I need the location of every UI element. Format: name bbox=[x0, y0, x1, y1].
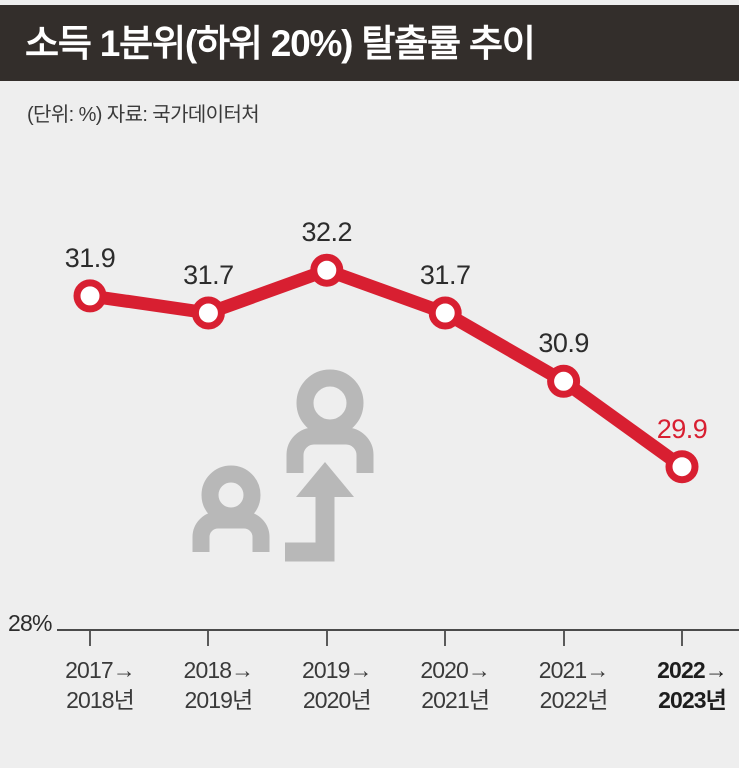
data-point-value-label: 32.2 bbox=[301, 217, 353, 248]
axis-category-label-to: 2018년 bbox=[66, 687, 135, 714]
axis-tick bbox=[681, 631, 683, 646]
axis-category-label-from: 2017→ bbox=[65, 657, 136, 683]
axis-category-label: 2022→ 2023년 bbox=[657, 655, 728, 716]
axis-category-label-from: 2019→ bbox=[301, 657, 373, 683]
axis-category-label-from: 2022→ bbox=[657, 657, 728, 683]
header-bar: 소득 1분위(하위 20%) 탈출률 추이 bbox=[0, 5, 739, 81]
axis-category-label-to: 2021년 bbox=[421, 687, 490, 714]
subtitle-source: (단위: %) 자료: 국가데이터처 bbox=[27, 104, 260, 126]
data-point-marker bbox=[191, 296, 225, 330]
axis-category-label-from: 2018→ bbox=[183, 657, 255, 683]
axis-category-label: 2017→ 2018년 bbox=[65, 655, 136, 716]
axis-category-label: 2018→ 2019년 bbox=[183, 655, 255, 716]
axis-baseline-label: 28% bbox=[8, 610, 52, 636]
axis-category-label: 2019→ 2020년 bbox=[301, 655, 373, 716]
axis-category-label: 2021→ 2022년 bbox=[538, 655, 610, 716]
data-point-marker bbox=[665, 450, 699, 484]
data-point-marker bbox=[73, 279, 107, 313]
data-point-value-label: 31.7 bbox=[183, 260, 234, 290]
axis-tick bbox=[444, 631, 447, 646]
axis-category-label-to: 2019년 bbox=[184, 687, 253, 714]
axis-category-label-to: 2023년 bbox=[658, 687, 727, 714]
axis-tick bbox=[562, 631, 565, 646]
axis-line bbox=[57, 629, 739, 631]
axis-category-label-from: 2020→ bbox=[420, 657, 491, 683]
axis-category-label-to: 2022년 bbox=[539, 687, 609, 714]
axis-category-label: 2020→ 2021년 bbox=[420, 655, 491, 716]
axis-tick bbox=[325, 631, 328, 646]
axis-category-label-to: 2020년 bbox=[302, 687, 372, 714]
axis-tick bbox=[207, 631, 210, 646]
data-point-value-label: 31.9 bbox=[64, 242, 116, 273]
data-point-marker bbox=[547, 364, 581, 398]
data-point-marker bbox=[310, 253, 344, 287]
data-point-marker bbox=[428, 296, 462, 330]
axis-category-label-from: 2021→ bbox=[538, 657, 610, 683]
data-point-value-label: 29.9 bbox=[656, 413, 708, 444]
person-upward-mobility-icon bbox=[185, 355, 395, 565]
page-title: 소득 1분위(하위 20%) 탈출률 추이 bbox=[25, 22, 536, 64]
data-point-value-label: 31.7 bbox=[419, 260, 471, 290]
axis-tick bbox=[89, 631, 91, 646]
data-point-value-label: 30.9 bbox=[538, 328, 589, 359]
